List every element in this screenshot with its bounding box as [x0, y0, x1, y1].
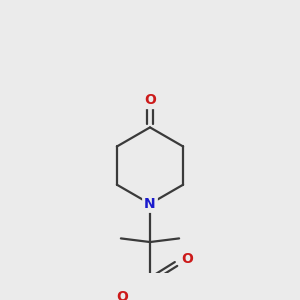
Text: N: N — [144, 197, 156, 211]
Text: O: O — [182, 252, 193, 266]
Text: O: O — [116, 290, 128, 300]
Text: O: O — [144, 93, 156, 107]
